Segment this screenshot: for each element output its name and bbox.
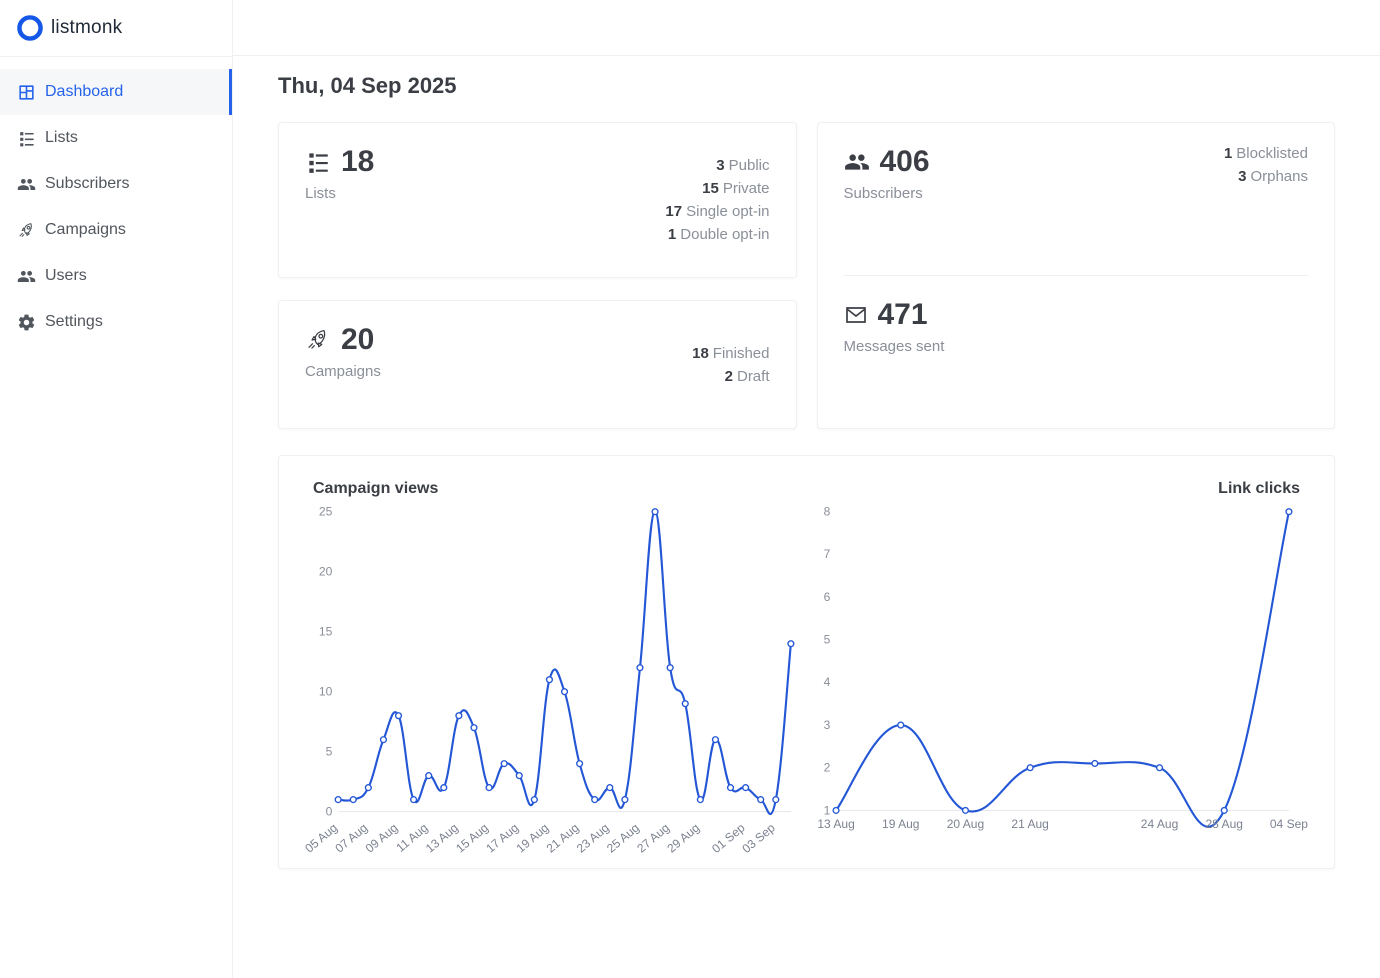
svg-text:13 Aug: 13 Aug	[423, 821, 461, 856]
svg-text:15: 15	[319, 625, 333, 639]
svg-text:24 Aug: 24 Aug	[1140, 817, 1177, 831]
svg-text:21 Aug: 21 Aug	[544, 821, 582, 856]
svg-text:6: 6	[823, 590, 830, 604]
svg-text:25: 25	[319, 505, 333, 519]
svg-text:03 Sep: 03 Sep	[739, 820, 778, 856]
svg-text:8: 8	[823, 505, 830, 519]
svg-text:19 Aug: 19 Aug	[514, 821, 552, 856]
svg-text:19 Aug: 19 Aug	[882, 817, 919, 831]
svg-text:23 Aug: 23 Aug	[574, 821, 612, 856]
svg-text:05 Aug: 05 Aug	[302, 821, 340, 856]
svg-text:20 Aug: 20 Aug	[946, 817, 983, 831]
svg-text:15 Aug: 15 Aug	[453, 821, 491, 856]
svg-text:01 Sep: 01 Sep	[709, 820, 748, 856]
svg-text:29 Aug: 29 Aug	[664, 821, 702, 856]
svg-text:09 Aug: 09 Aug	[363, 821, 401, 856]
svg-text:4: 4	[823, 675, 830, 689]
svg-text:10: 10	[319, 685, 333, 699]
svg-text:1: 1	[823, 803, 830, 817]
svg-text:17 Aug: 17 Aug	[483, 821, 521, 856]
svg-text:13 Aug: 13 Aug	[817, 817, 854, 831]
svg-text:2: 2	[823, 761, 830, 775]
svg-text:11 Aug: 11 Aug	[394, 821, 431, 855]
svg-text:04 Sep: 04 Sep	[1269, 817, 1307, 831]
svg-text:28 Aug: 28 Aug	[1205, 817, 1242, 831]
svg-text:7: 7	[823, 547, 830, 561]
svg-text:5: 5	[823, 633, 830, 647]
svg-text:0: 0	[326, 804, 333, 818]
svg-text:27 Aug: 27 Aug	[634, 821, 672, 856]
svg-text:5: 5	[326, 745, 333, 759]
svg-text:3: 3	[823, 718, 830, 732]
svg-text:07 Aug: 07 Aug	[332, 821, 370, 856]
svg-text:20: 20	[319, 565, 333, 579]
svg-text:21 Aug: 21 Aug	[1011, 817, 1048, 831]
svg-text:25 Aug: 25 Aug	[604, 821, 642, 856]
